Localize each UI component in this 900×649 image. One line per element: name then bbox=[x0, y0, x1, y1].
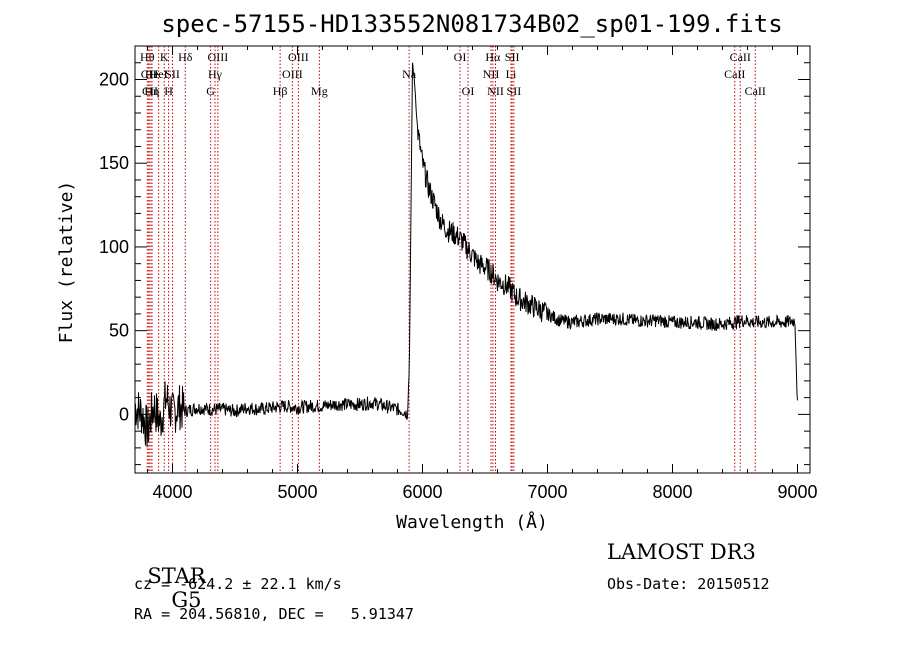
radec-label: RA = 204.56810, DEC = 5.91347 bbox=[134, 605, 414, 623]
line-marker-label-19: OI bbox=[462, 84, 475, 98]
survey-label: LAMOST DR3 bbox=[607, 540, 756, 564]
line-marker-label-0: Hθ bbox=[140, 50, 155, 64]
spectral-line-markers bbox=[146, 46, 756, 473]
line-marker-label-12: G bbox=[206, 84, 215, 98]
line-marker-label-14: OIII bbox=[288, 50, 309, 64]
object-class: STAR G5 bbox=[134, 540, 206, 612]
line-marker-label-6: H bbox=[164, 84, 173, 98]
line-marker-label-1: CII bbox=[141, 67, 157, 81]
line-marker-label-24: Li bbox=[506, 67, 517, 81]
line-marker-label-26: CaII bbox=[730, 50, 751, 64]
y-tick-label-1: 50 bbox=[109, 321, 129, 341]
line-marker-label-2: CII bbox=[142, 84, 158, 98]
y-tick-label-0: 0 bbox=[119, 404, 129, 424]
line-marker-label-10: OIII bbox=[208, 50, 229, 64]
spectrum-line bbox=[134, 62, 798, 448]
x-tick-label-4: 8000 bbox=[652, 482, 692, 502]
chart-title: spec-57155-HD133552N081734B02_sp01-199.f… bbox=[161, 10, 782, 38]
y-axis-ticks: 0 50 100 150 200 bbox=[99, 45, 810, 466]
x-tick-label-3: 7000 bbox=[527, 482, 567, 502]
line-marker-label-25: SII bbox=[507, 84, 522, 98]
line-marker-label-27: CaII bbox=[724, 67, 745, 81]
class-label: STAR bbox=[147, 564, 206, 588]
x-tick-label-0: 4000 bbox=[152, 482, 192, 502]
line-marker-label-13: Hβ bbox=[273, 84, 288, 98]
line-marker-label-5: K bbox=[160, 50, 169, 64]
redshift-label: cz = -624.2 ± 22.1 km/s bbox=[134, 575, 342, 593]
line-marker-label-21: NII bbox=[483, 67, 500, 81]
y-tick-label-3: 150 bbox=[99, 153, 129, 173]
line-marker-label-11: Hγ bbox=[208, 67, 223, 81]
line-marker-label-28: CaII bbox=[745, 84, 766, 98]
line-marker-label-3: He bbox=[145, 67, 159, 81]
line-marker-label-20: Hα bbox=[485, 50, 501, 64]
line-marker-label-8: SII bbox=[165, 67, 180, 81]
line-marker-label-23: SII bbox=[505, 50, 520, 64]
x-tick-label-2: 6000 bbox=[402, 482, 442, 502]
x-axis-ticks: 4000 5000 6000 7000 8000 9000 bbox=[147, 46, 818, 502]
line-marker-label-18: OI bbox=[454, 50, 467, 64]
line-marker-label-22: NII bbox=[487, 84, 504, 98]
spectrum-chart: spec-57155-HD133552N081734B02_sp01-199.f… bbox=[56, 10, 818, 533]
subclass-label: G5 bbox=[171, 588, 202, 612]
x-axis-label: Wavelength (Å) bbox=[396, 511, 548, 533]
line-marker-label-7: HeI bbox=[150, 67, 168, 81]
x-tick-label-5: 9000 bbox=[777, 482, 817, 502]
line-marker-label-9: Hδ bbox=[178, 50, 193, 64]
y-tick-label-4: 200 bbox=[99, 69, 129, 89]
line-marker-label-16: Mg bbox=[311, 84, 328, 98]
obs-date-label: Obs-Date: 20150512 bbox=[607, 575, 770, 593]
line-marker-label-4: Hη bbox=[144, 84, 159, 98]
y-axis-label: Flux (relative) bbox=[56, 181, 77, 344]
plot-frame bbox=[134, 45, 811, 474]
x-tick-label-1: 5000 bbox=[277, 482, 317, 502]
y-tick-label-2: 100 bbox=[99, 237, 129, 257]
line-marker-label-15: OIII bbox=[282, 67, 303, 81]
